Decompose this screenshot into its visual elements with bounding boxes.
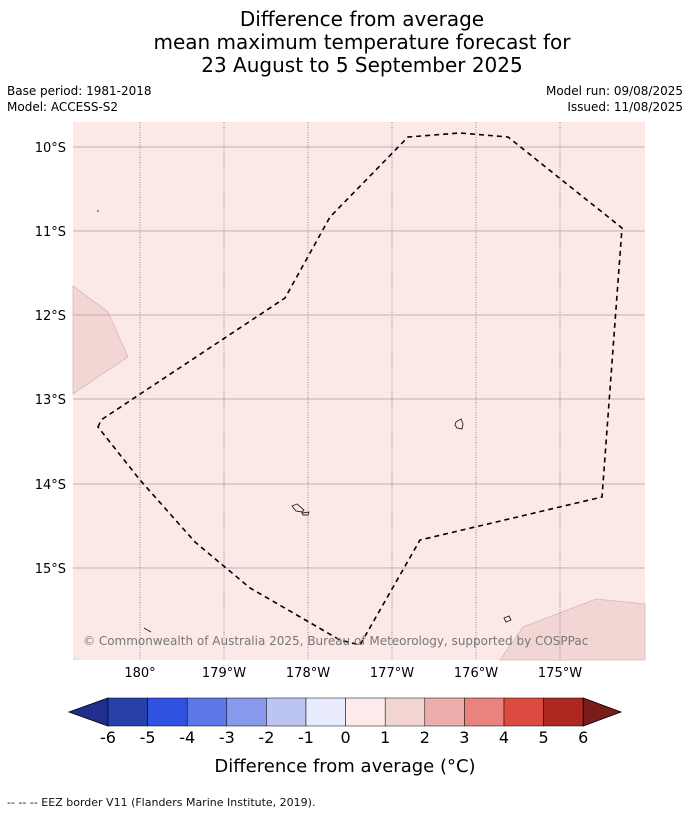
longitude-gridlines: [139, 122, 561, 660]
map-background: [73, 122, 645, 660]
colorbar-segment: [147, 697, 188, 727]
eez-legend-footer: -- -- -- EEZ border V11 (Flanders Marine…: [7, 796, 316, 809]
latitude-gridlines: [73, 146, 645, 569]
colorbar-label: Difference from average (°C): [214, 756, 475, 777]
colorbar-segment: [424, 697, 465, 727]
base-period-text: Base period: 1981-2018: [7, 84, 152, 98]
lat-label-12s: 12°S: [35, 309, 66, 324]
colorbar-tick-label: 5: [539, 728, 549, 747]
colorbar-tick-label: 2: [420, 728, 430, 747]
lon-label-179w: 179°W: [202, 666, 246, 681]
lon-label-176w: 176°W: [454, 666, 498, 681]
eez-border: [97, 132, 623, 646]
colorbar-tick-label: -3: [219, 728, 235, 747]
map-panel: [72, 122, 646, 661]
colorbar-segment: [503, 697, 544, 727]
model-run-text: Model run: 09/08/2025: [545, 84, 683, 98]
title-line-1: Difference from average: [239, 7, 485, 31]
colorbar-segment: [186, 697, 228, 727]
colorbar-segment: [345, 697, 386, 727]
lon-label-178w: 178°W: [286, 666, 330, 681]
colorbar-segment: [464, 697, 505, 727]
colorbar-tick-label: 6: [578, 728, 588, 747]
colorbar-tick-label: -2: [258, 728, 274, 747]
colorbar-segment: [266, 697, 307, 727]
lat-label-15s: 15°S: [35, 562, 66, 577]
colorbar-extend-low: [67, 697, 109, 727]
map-title: Difference from average mean maximum tem…: [0, 8, 690, 77]
anomaly-patch-southeast: [499, 598, 646, 661]
colorbar-tick-label: -4: [179, 728, 195, 747]
island-central: [291, 503, 305, 513]
colorbar-segment: [384, 697, 426, 727]
island-east: [454, 418, 464, 430]
colorbar-segment: [107, 697, 148, 727]
colorbar-ticks: -6 -5 -4 -3 -2 -1 0 1 2 3 4 5 6: [100, 728, 588, 747]
lon-label-177w: 177°W: [370, 666, 414, 681]
anomaly-patch-sw: [73, 658, 80, 660]
lat-label-11s: 11°S: [35, 225, 66, 240]
lon-label-180: 180°: [124, 666, 155, 681]
title-line-3: 23 August to 5 September 2025: [201, 53, 523, 77]
colorbar-segment: [305, 697, 346, 727]
title-line-2: mean maximum temperature forecast for: [153, 30, 571, 54]
colorbar-segment: [543, 697, 584, 727]
issued-text: Issued: 11/08/2025: [567, 100, 683, 114]
colorbar-tick-label: -5: [140, 728, 156, 747]
model-text: Model: ACCESS-S2: [7, 100, 119, 114]
lon-label-175w: 175°W: [538, 666, 582, 681]
lat-label-13s: 13°S: [35, 393, 66, 408]
island-southeast: [503, 615, 512, 623]
colorbar: [67, 697, 623, 727]
island-southwest: [143, 627, 152, 633]
meta-left: Base period: 1981-2018 Model: ACCESS-S2: [7, 83, 152, 115]
meta-right: Model run: 09/08/2025 Issued: 11/08/2025: [546, 83, 683, 115]
anomaly-patch-west: [72, 285, 129, 395]
colorbar-tick-label: 0: [341, 728, 351, 747]
island-central-small: [301, 511, 310, 516]
lat-label-14s: 14°S: [35, 478, 66, 493]
colorbar-segment: [226, 697, 267, 727]
colorbar-tick-label: -1: [298, 728, 314, 747]
latitude-labels: 10°S 11°S 12°S 13°S 14°S 15°S: [35, 141, 66, 577]
colorbar-tick-label: 3: [459, 728, 469, 747]
island-dot-northwest: [97, 210, 99, 212]
copyright-text: © Commonwealth of Australia 2025, Bureau…: [83, 634, 588, 648]
colorbar-extend-high: [582, 697, 623, 727]
colorbar-tick-label: 1: [380, 728, 390, 747]
colorbar-tick-label: 4: [499, 728, 509, 747]
lat-label-10s: 10°S: [35, 141, 66, 156]
colorbar-tick-label: -6: [100, 728, 116, 747]
longitude-labels: 180° 179°W 178°W 177°W 176°W 175°W: [124, 666, 582, 681]
